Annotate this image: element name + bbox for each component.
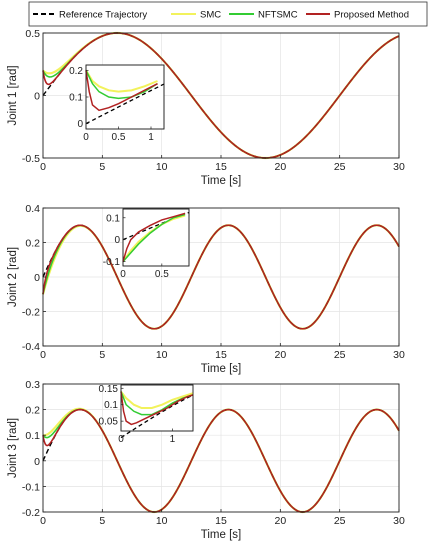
y-tick-label: 0 bbox=[34, 272, 40, 284]
x-tick-label: 0 bbox=[40, 161, 46, 173]
y-tick-label: 0.2 bbox=[25, 238, 40, 250]
inset-series-smc bbox=[120, 390, 194, 409]
y-tick-label: -0.4 bbox=[22, 341, 40, 353]
x-tick-label: 5 bbox=[99, 515, 105, 527]
inset-joint-1: 0 0.5 1 0 0.1 0.2 bbox=[69, 64, 165, 143]
x-axis-label: Time [s] bbox=[201, 529, 241, 541]
inset-x-tick-label: 0 bbox=[118, 434, 124, 445]
x-axis-label: Time [s] bbox=[201, 363, 241, 375]
x-tick-label: 15 bbox=[215, 161, 227, 173]
x-tick-label: 5 bbox=[99, 349, 105, 361]
inset-series-smc bbox=[122, 214, 186, 263]
inset-y-tick-label: 0 bbox=[77, 119, 83, 130]
inset-y-tick-label: 0.15 bbox=[99, 384, 119, 395]
inset-series-nftsmc bbox=[85, 70, 158, 100]
inset-x-tick-label: 0 bbox=[120, 269, 126, 280]
inset-y-tick-label: 0.05 bbox=[99, 417, 119, 428]
legend-label-reference: Reference Trajectory bbox=[59, 10, 147, 21]
y-tick-label: -0.2 bbox=[22, 507, 40, 519]
inset-joint-3: 0 1 0.05 0.1 0.15 bbox=[99, 384, 194, 445]
subplot-joint-2: 0 5 10 15 20 25 30 -0.4 -0.2 0 0.2 0.4 Time [s] Joint… bbox=[7, 203, 405, 375]
x-tick-label: 5 bbox=[99, 161, 105, 173]
y-tick-label: 0.5 bbox=[25, 28, 40, 40]
inset-x-tick-label: 0 bbox=[83, 132, 89, 143]
x-tick-label: 0 bbox=[40, 515, 46, 527]
y-tick-label: 0.4 bbox=[25, 203, 40, 215]
inset-series-proposed bbox=[85, 70, 158, 112]
legend-label-nftsmc: NFTSMC bbox=[258, 10, 298, 21]
y-tick-label: 0 bbox=[34, 91, 40, 103]
y-tick-label: -0.1 bbox=[22, 481, 40, 493]
y-tick-label: -0.2 bbox=[22, 307, 40, 319]
inset-joint-2: 0 0.5-0.100.1 bbox=[103, 208, 190, 280]
inset-series-smc bbox=[85, 69, 158, 93]
x-tick-label: 30 bbox=[393, 349, 405, 361]
x-tick-label: 10 bbox=[156, 349, 168, 361]
inset-y-tick-label: 0.2 bbox=[69, 66, 83, 77]
inset-series-reference bbox=[120, 394, 194, 439]
inset-y-tick-label: -0.1 bbox=[103, 257, 121, 268]
inset-frame bbox=[122, 208, 190, 267]
x-tick-label: 10 bbox=[156, 515, 168, 527]
legend: Reference Trajectory SMC NFTSMC Proposed… bbox=[28, 1, 428, 27]
legend-box bbox=[28, 1, 428, 27]
inset-x-tick-label: 1 bbox=[148, 132, 154, 143]
y-tick-label: 0.2 bbox=[25, 405, 40, 417]
x-tick-label: 30 bbox=[393, 161, 405, 173]
y-axis-label: Joint 2 [rad] bbox=[7, 247, 19, 307]
legend-label-smc: SMC bbox=[200, 10, 221, 21]
x-tick-label: 30 bbox=[393, 515, 405, 527]
y-tick-label: -0.5 bbox=[22, 153, 40, 165]
inset-series-nftsmc bbox=[122, 213, 186, 263]
x-axis-label: Time [s] bbox=[201, 175, 241, 187]
inset-series-reference bbox=[85, 83, 165, 125]
inset-x-tick-label: 1 bbox=[170, 434, 176, 445]
inset-series-proposed bbox=[122, 212, 186, 262]
x-tick-label: 25 bbox=[334, 349, 346, 361]
y-tick-label: 0.3 bbox=[25, 379, 40, 391]
series-proposed bbox=[42, 224, 400, 330]
inset-y-tick-label: 0.1 bbox=[69, 93, 83, 104]
x-tick-label: 20 bbox=[274, 161, 286, 173]
x-tick-label: 20 bbox=[274, 515, 286, 527]
y-axis-label: Joint 3 [rad] bbox=[7, 418, 19, 478]
x-tick-label: 15 bbox=[215, 515, 227, 527]
inset-y-tick-label: 0.1 bbox=[106, 213, 120, 224]
x-tick-label: 10 bbox=[156, 161, 168, 173]
inset-series-proposed bbox=[120, 391, 194, 426]
x-tick-label: 25 bbox=[334, 161, 346, 173]
y-tick-label: 0.1 bbox=[25, 430, 40, 442]
x-tick-label: 25 bbox=[334, 515, 346, 527]
inset-frame bbox=[120, 384, 194, 432]
inset-x-tick-label: 0.5 bbox=[155, 269, 169, 280]
inset-y-tick-label: 0.1 bbox=[104, 400, 118, 411]
legend-label-proposed: Proposed Method bbox=[334, 10, 409, 21]
x-tick-label: 20 bbox=[274, 349, 286, 361]
y-tick-label: 0 bbox=[34, 456, 40, 468]
series-proposed bbox=[42, 408, 400, 513]
inset-x-tick-label: 0.5 bbox=[112, 132, 126, 143]
y-axis-label: Joint 1 [rad] bbox=[7, 65, 19, 125]
x-tick-label: 0 bbox=[40, 349, 46, 361]
series-proposed bbox=[42, 32, 400, 159]
inset-y-tick-label: 0 bbox=[114, 235, 120, 246]
x-tick-label: 15 bbox=[215, 349, 227, 361]
